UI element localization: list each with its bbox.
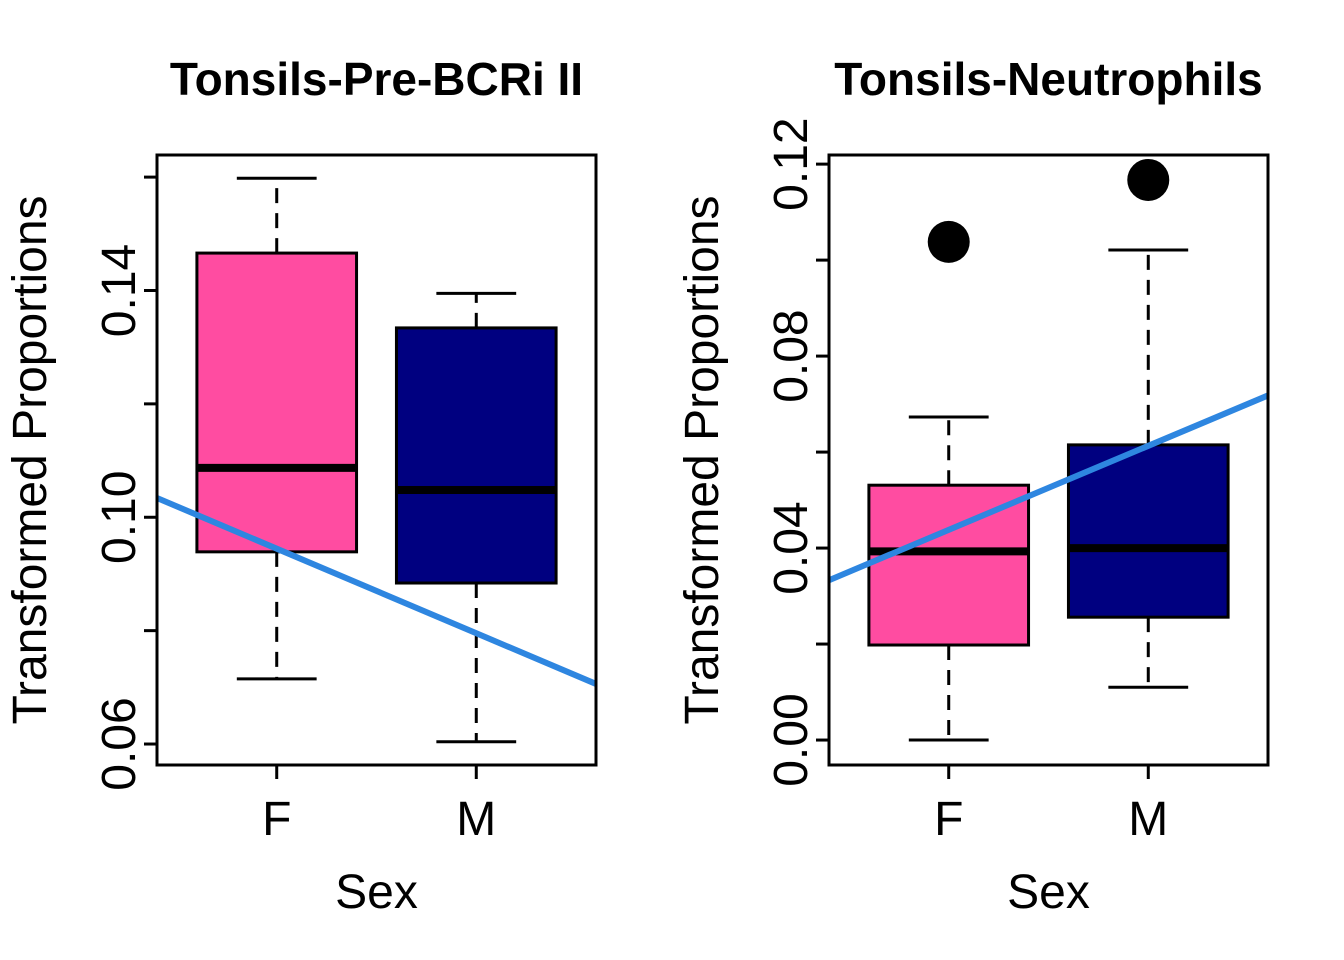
box-rect bbox=[867, 483, 1031, 647]
y-axis-label: Transformed Proportions bbox=[4, 195, 57, 724]
x-tick-label: F bbox=[934, 793, 963, 846]
x-tick-label: F bbox=[262, 793, 291, 846]
y-tick-label: 0.08 bbox=[765, 309, 818, 402]
outlier-point bbox=[1127, 158, 1170, 201]
plot-border bbox=[155, 153, 598, 767]
x-tick-label: M bbox=[456, 793, 496, 846]
y-tick-label: 0.06 bbox=[93, 697, 146, 790]
box-rect bbox=[394, 326, 558, 585]
trend-line bbox=[827, 392, 1270, 583]
y-tick-label: 0.00 bbox=[765, 693, 818, 786]
y-tick-label: 0.04 bbox=[765, 501, 818, 594]
box-rect bbox=[195, 251, 359, 554]
x-axis-label: Sex bbox=[335, 866, 418, 919]
y-axis-label: Transformed Proportions bbox=[676, 195, 729, 724]
trend-line bbox=[155, 495, 598, 687]
plot-title: Tonsils-Pre-BCRi II bbox=[170, 53, 583, 105]
x-axis-label: Sex bbox=[1007, 866, 1090, 919]
x-tick-label: M bbox=[1128, 793, 1168, 846]
plot-border bbox=[827, 153, 1270, 767]
outlier-point bbox=[927, 220, 970, 263]
y-tick-label: 0.12 bbox=[765, 117, 818, 210]
plot-title: Tonsils-Neutrophils bbox=[834, 53, 1263, 105]
y-tick-label: 0.14 bbox=[93, 244, 146, 337]
y-tick-label: 0.10 bbox=[93, 471, 146, 564]
